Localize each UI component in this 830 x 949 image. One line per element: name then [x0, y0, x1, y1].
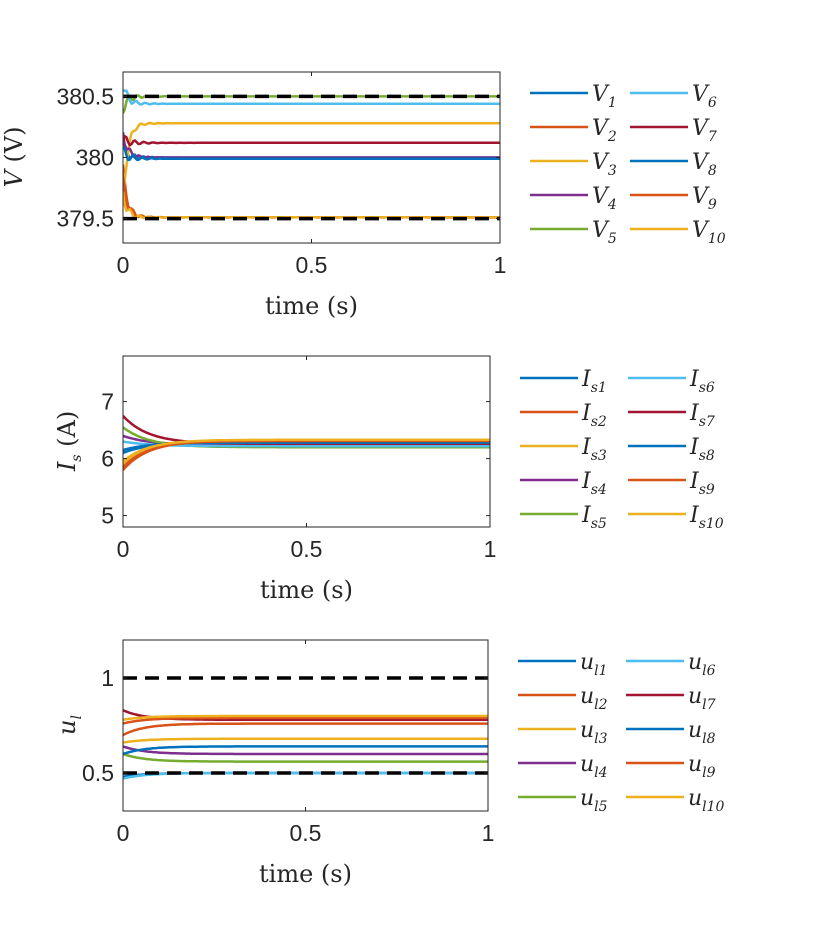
series-line-V7 — [123, 134, 500, 147]
legend-entry: Is3 — [581, 435, 607, 464]
legend-entry: ul4 — [580, 752, 608, 781]
x-axis-label: time (s) — [260, 576, 353, 604]
legend-entry: Is7 — [689, 401, 715, 430]
series-line-ul5 — [123, 752, 488, 763]
legend: V1 V2 V3 V4 V5 V6 V7 V8 V9 V10 — [530, 82, 726, 247]
legend-entry: V8 — [692, 150, 717, 179]
x-tick-label: 0 — [117, 820, 130, 846]
legend-entry: Is10 — [689, 503, 724, 532]
legend-entry: ul1 — [580, 650, 608, 679]
series-group — [123, 676, 488, 780]
y-tick-label: 0.5 — [82, 760, 114, 786]
legend-entry: ul6 — [688, 650, 716, 679]
series-line-V9 — [123, 175, 500, 220]
legend-entry: ul9 — [688, 752, 716, 781]
legend-entry: V9 — [692, 184, 717, 213]
chart-panel-2: 0 0.5 1 5 6 7 time (s) Is (A) Is1 Is2 Is3 Is4 Is5 Is6… — [53, 355, 724, 604]
legend-entry: ul2 — [580, 684, 608, 713]
chart-panel-3: 0 0.5 1 0.5 1 time (s) ul ul1 ul2 ul3 ul4 ul5 ul6 ul7… — [53, 639, 725, 888]
y-axis-label: ul — [53, 715, 85, 735]
series-line-Is10 — [123, 438, 490, 463]
legend-entry: ul10 — [688, 786, 725, 815]
series-line-ul10 — [123, 714, 488, 722]
legend: Is1 Is2 Is3 Is4 Is5 Is6 Is7 Is8 Is9 Is10 — [520, 367, 724, 532]
series-line-ul8 — [123, 745, 488, 756]
y-tick-label: 1 — [101, 665, 114, 691]
series-line-ul9 — [123, 716, 488, 725]
x-tick-label: 0.5 — [290, 820, 322, 846]
series-line-V2 — [123, 164, 500, 220]
legend-entry: ul7 — [688, 684, 716, 713]
legend-entry: Is9 — [689, 469, 715, 498]
x-tick-label: 1 — [482, 820, 495, 846]
series-line-V4 — [123, 132, 500, 160]
x-axis-label: time (s) — [265, 292, 358, 320]
y-axis-label: V (V) — [0, 126, 28, 187]
legend-entry: V2 — [592, 116, 617, 145]
legend-entry: V5 — [592, 218, 617, 247]
y-tick-label: 379.5 — [56, 206, 114, 232]
legend-entry: Is8 — [689, 435, 715, 464]
legend-entry: Is4 — [581, 469, 607, 498]
y-tick-label: 380.5 — [56, 83, 114, 109]
legend-entry: V6 — [692, 82, 717, 111]
legend-entry: ul3 — [580, 718, 608, 747]
series-line-ul4 — [123, 745, 488, 756]
legend-entry: Is1 — [581, 367, 607, 396]
legend-entry: V4 — [592, 184, 617, 213]
series-group — [123, 88, 500, 221]
series-group — [123, 415, 490, 471]
legend-entry: V3 — [592, 150, 617, 179]
series-line-V8 — [123, 146, 500, 162]
series-line-V6 — [123, 88, 500, 106]
x-tick-label: 1 — [494, 252, 507, 278]
x-tick-label: 1 — [484, 536, 497, 562]
legend: ul1 ul2 ul3 ul4 ul5 ul6 ul7 ul8 ul9 ul10 — [518, 650, 725, 815]
legend-entry: V7 — [692, 116, 717, 145]
x-tick-label: 0 — [117, 252, 130, 278]
x-tick-label: 0.5 — [291, 536, 323, 562]
legend-entry: ul5 — [580, 786, 608, 815]
x-axis-label: time (s) — [259, 860, 352, 888]
y-axis-label: Is (A) — [53, 411, 85, 472]
legend-entry: Is2 — [581, 401, 607, 430]
y-tick-label: 7 — [101, 389, 114, 415]
series-line-ul3 — [123, 737, 488, 744]
x-tick-label: 0.5 — [296, 252, 328, 278]
y-tick-label: 380 — [76, 145, 114, 171]
legend-entry: V1 — [592, 82, 617, 111]
legend-entry: Is5 — [581, 503, 607, 532]
legend-entry: Is6 — [689, 367, 715, 396]
legend-entry: ul8 — [688, 718, 716, 747]
series-line-ul2 — [123, 722, 488, 737]
legend-entry: V10 — [692, 218, 726, 247]
series-line-V10 — [123, 191, 500, 220]
y-tick-label: 5 — [101, 503, 114, 529]
series-line-V3 — [123, 121, 500, 201]
series-line-Is6 — [123, 440, 490, 448]
y-tick-label: 6 — [101, 446, 114, 472]
x-tick-label: 0 — [117, 536, 130, 562]
